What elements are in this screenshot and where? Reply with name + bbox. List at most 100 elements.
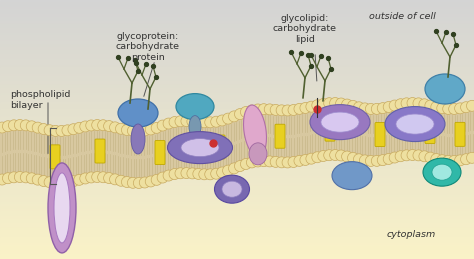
Bar [0,193,474,195]
Bar [0,5,474,7]
Circle shape [133,177,145,189]
Bar [0,238,474,240]
Bar [0,150,474,152]
Bar [0,126,474,128]
Bar [0,86,474,88]
Circle shape [455,155,465,166]
Bar [0,90,474,91]
Circle shape [377,103,388,114]
Bar [0,228,474,230]
Bar [0,0,474,2]
Circle shape [395,151,406,162]
Ellipse shape [215,175,249,203]
Text: phospholipid
bilayer: phospholipid bilayer [10,90,70,110]
Circle shape [91,171,103,183]
Text: outside of cell: outside of cell [369,12,436,21]
Bar [0,43,474,45]
Bar [0,64,474,66]
Circle shape [205,117,216,128]
Circle shape [104,121,115,132]
Circle shape [425,152,436,163]
FancyBboxPatch shape [50,145,60,169]
Bar [0,136,474,138]
Circle shape [455,103,465,114]
Bar [0,31,474,33]
Circle shape [133,125,145,136]
Circle shape [26,121,37,132]
Bar [0,93,474,95]
Bar [0,55,474,57]
Circle shape [56,125,67,136]
Circle shape [157,120,168,131]
Circle shape [288,104,299,116]
Circle shape [9,120,19,131]
Bar [0,98,474,100]
Bar [0,80,474,81]
Circle shape [329,98,341,109]
Bar [0,121,474,123]
Bar [0,173,474,174]
Ellipse shape [432,164,452,180]
Bar [0,29,474,31]
Circle shape [276,105,287,116]
Circle shape [109,122,120,133]
Bar [0,256,474,257]
Circle shape [86,120,97,131]
Bar [0,91,474,93]
Bar [0,192,474,193]
Circle shape [306,153,317,164]
Circle shape [359,103,370,114]
Bar [0,50,474,52]
FancyBboxPatch shape [155,141,165,164]
Circle shape [169,117,180,128]
Bar [0,154,474,155]
Circle shape [419,151,430,162]
Bar [0,214,474,216]
Bar [0,9,474,10]
Circle shape [377,155,388,166]
Bar [0,221,474,223]
Bar [0,245,474,247]
Ellipse shape [249,143,267,165]
Circle shape [264,156,275,167]
Bar [0,218,474,219]
Circle shape [401,150,412,161]
Bar [0,131,474,133]
Circle shape [294,103,305,114]
Circle shape [240,159,251,169]
Circle shape [187,168,198,179]
Circle shape [193,168,204,179]
Bar [0,212,474,214]
Circle shape [26,173,37,184]
Bar [0,183,474,185]
Circle shape [0,174,8,185]
Bar [0,209,474,211]
Circle shape [449,155,460,167]
FancyBboxPatch shape [455,122,465,146]
Ellipse shape [118,99,158,127]
Circle shape [205,169,216,180]
Circle shape [466,152,474,163]
Bar [0,148,474,150]
Bar [0,207,474,209]
Bar [0,240,474,242]
Circle shape [151,122,162,133]
Text: glycoprotein:
carbohydrate
protein: glycoprotein: carbohydrate protein [116,32,180,62]
Circle shape [62,177,73,188]
Circle shape [80,173,91,184]
Circle shape [151,174,162,185]
Circle shape [395,99,406,110]
Circle shape [252,104,264,115]
Circle shape [365,155,376,167]
Ellipse shape [425,74,465,104]
Ellipse shape [310,105,370,140]
Circle shape [365,103,376,114]
FancyBboxPatch shape [95,139,105,163]
Bar [0,88,474,90]
Bar [0,226,474,228]
Ellipse shape [181,139,219,157]
Circle shape [98,172,109,183]
Circle shape [282,157,293,168]
Ellipse shape [244,105,266,157]
Circle shape [38,124,49,134]
